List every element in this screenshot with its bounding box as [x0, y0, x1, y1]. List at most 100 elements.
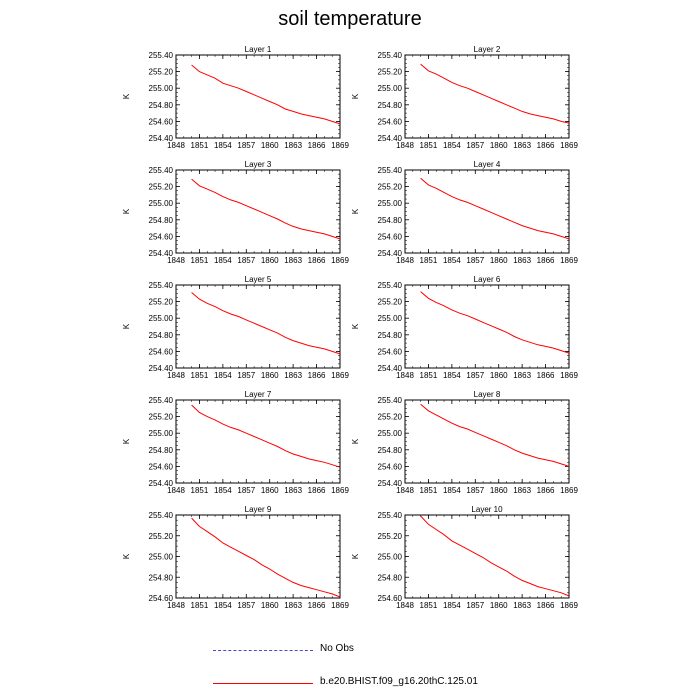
y-axis-label: K: [351, 553, 360, 559]
y-tick-label: 255.00: [149, 429, 174, 438]
panel-layer-8: Layer 8 254.40 254.60 254.80 255.00 255.20 255…: [351, 390, 578, 495]
x-tick-label: 1866: [537, 256, 555, 265]
panel-layer-2: Layer 2 254.40 254.60 254.80 255.00 255.20 255…: [351, 45, 578, 150]
x-tick-label: 1866: [308, 486, 326, 495]
x-tick-label: 1869: [560, 486, 578, 495]
panel-title: Layer 2: [474, 45, 501, 54]
series-line: [191, 292, 341, 355]
x-tick-label: 1848: [396, 371, 414, 380]
y-tick-label: 254.40: [378, 134, 403, 143]
x-tick-label: 1869: [560, 141, 578, 150]
y-tick-label: 254.80: [149, 331, 174, 340]
series-line: [420, 403, 570, 467]
x-tick-label: 1854: [214, 601, 232, 610]
y-tick-label: 254.60: [149, 117, 174, 126]
x-tick-label: 1866: [308, 371, 326, 380]
x-tick-label: 1851: [191, 371, 209, 380]
x-tick-label: 1869: [331, 601, 349, 610]
x-tick-label: 1851: [420, 256, 438, 265]
x-tick-label: 1866: [308, 141, 326, 150]
x-tick-label: 1851: [420, 371, 438, 380]
y-tick-label: 255.20: [378, 183, 403, 192]
y-tick-label: 254.80: [378, 331, 403, 340]
series-line: [420, 515, 570, 597]
plot-frame: [175, 169, 341, 254]
y-tick-label: 254.80: [378, 101, 403, 110]
y-tick-label: 255.20: [378, 298, 403, 307]
x-tick-label: 1848: [167, 486, 185, 495]
x-tick-label: 1863: [284, 371, 302, 380]
x-tick-label: 1851: [191, 141, 209, 150]
y-tick-label: 254.80: [149, 216, 174, 225]
y-tick-label: 255.20: [149, 532, 174, 541]
x-tick-label: 1848: [396, 256, 414, 265]
panel-title: Layer 8: [474, 390, 501, 399]
x-tick-label: 1854: [214, 486, 232, 495]
x-tick-label: 1848: [396, 141, 414, 150]
panel-layer-10: Layer 10 254.60 254.80 255.00 255.20 255.40 18…: [351, 505, 578, 610]
y-tick-label: 255.00: [149, 199, 174, 208]
x-tick-label: 1854: [443, 601, 461, 610]
x-tick-label: 1866: [537, 371, 555, 380]
x-tick-label: 1860: [490, 256, 508, 265]
y-tick-label: 255.20: [378, 413, 403, 422]
y-tick-label: 254.80: [149, 573, 174, 582]
y-tick-label: 255.00: [149, 553, 174, 562]
x-tick-label: 1863: [284, 256, 302, 265]
x-tick-label: 1866: [308, 256, 326, 265]
y-axis-label: K: [122, 438, 131, 444]
panel-title: Layer 5: [245, 275, 272, 284]
x-tick-label: 1854: [443, 141, 461, 150]
y-tick-label: 254.60: [378, 347, 403, 356]
x-tick-label: 1860: [261, 601, 279, 610]
x-tick-label: 1857: [466, 141, 484, 150]
x-tick-label: 1860: [261, 256, 279, 265]
x-tick-label: 1851: [420, 141, 438, 150]
x-tick-label: 1863: [513, 486, 531, 495]
x-tick-label: 1854: [443, 486, 461, 495]
x-tick-label: 1851: [191, 601, 209, 610]
x-tick-label: 1863: [513, 141, 531, 150]
x-tick-label: 1854: [443, 256, 461, 265]
y-tick-label: 255.40: [378, 51, 403, 60]
x-tick-label: 1869: [560, 371, 578, 380]
y-tick-label: 255.00: [149, 84, 174, 93]
x-tick-label: 1863: [284, 601, 302, 610]
y-axis-label: K: [122, 208, 131, 214]
y-tick-label: 255.40: [149, 396, 174, 405]
panel-title: Layer 4: [474, 160, 501, 169]
panel-title: Layer 1: [245, 45, 272, 54]
x-tick-label: 1869: [331, 371, 349, 380]
x-tick-label: 1869: [331, 486, 349, 495]
y-tick-label: 254.60: [378, 594, 403, 603]
x-tick-label: 1860: [490, 486, 508, 495]
x-tick-label: 1866: [537, 141, 555, 150]
y-axis-label: K: [351, 323, 360, 329]
x-tick-label: 1851: [191, 256, 209, 265]
x-tick-label: 1863: [284, 486, 302, 495]
x-tick-label: 1848: [396, 601, 414, 610]
y-axis-label: K: [351, 93, 360, 99]
y-tick-label: 254.80: [378, 446, 403, 455]
x-tick-label: 1857: [466, 601, 484, 610]
y-tick-label: 255.40: [378, 166, 403, 175]
x-tick-label: 1860: [261, 371, 279, 380]
figure-title: soil temperature: [278, 8, 422, 30]
x-tick-label: 1869: [331, 256, 349, 265]
x-tick-label: 1851: [420, 486, 438, 495]
y-tick-label: 255.20: [149, 413, 174, 422]
series-line: [191, 178, 341, 240]
x-tick-label: 1857: [237, 141, 255, 150]
y-tick-label: 254.80: [149, 446, 174, 455]
panel-title: Layer 3: [245, 160, 272, 169]
plot-frame: [404, 169, 570, 254]
y-tick-label: 254.40: [378, 249, 403, 258]
y-tick-label: 255.40: [149, 166, 174, 175]
y-axis-label: K: [122, 553, 131, 559]
plot-frame: [175, 284, 341, 369]
y-tick-label: 255.40: [149, 511, 174, 520]
y-tick-label: 254.60: [149, 232, 174, 241]
x-tick-label: 1851: [420, 601, 438, 610]
x-tick-label: 1857: [466, 371, 484, 380]
